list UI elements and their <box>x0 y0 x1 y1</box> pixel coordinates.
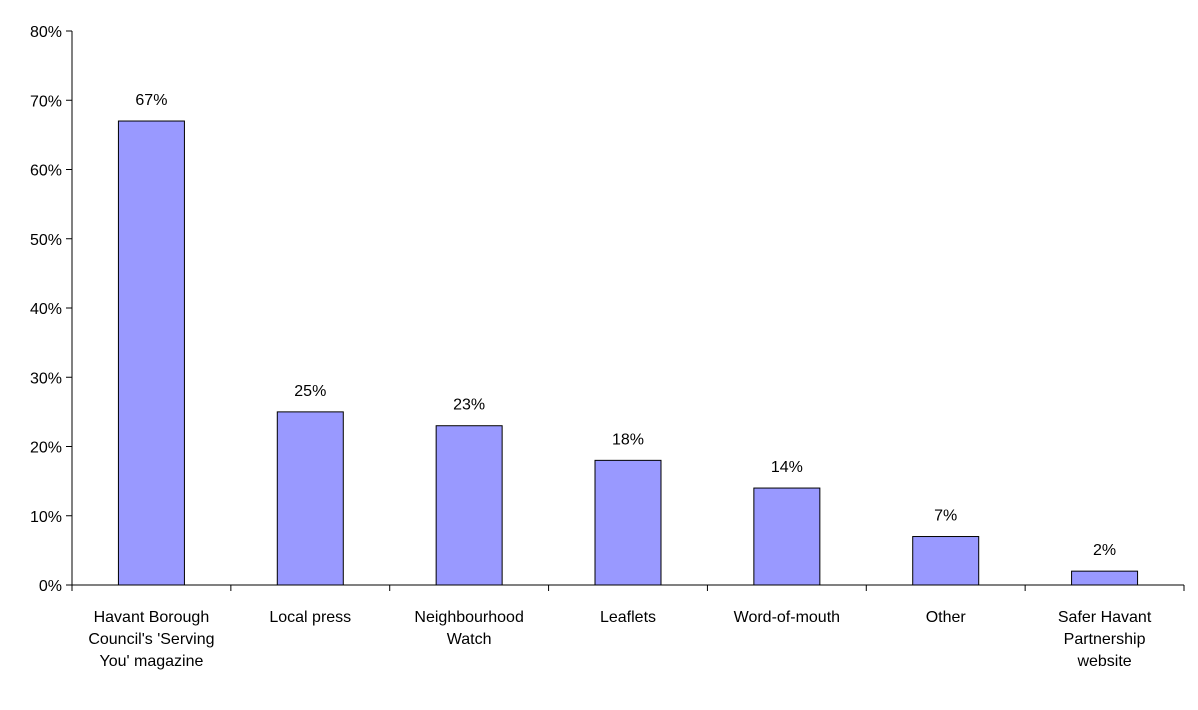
x-tick-label: Leaflets <box>600 609 656 626</box>
x-tick-label: Word-of-mouth <box>734 609 840 626</box>
y-tick-label: 70% <box>30 93 62 110</box>
y-tick-label: 20% <box>30 440 62 457</box>
y-tick-label: 30% <box>30 370 62 387</box>
data-label: 23% <box>453 397 485 414</box>
bar <box>276 411 344 586</box>
bar <box>117 120 185 586</box>
data-label: 67% <box>135 92 167 109</box>
bar <box>912 536 980 586</box>
data-label: 7% <box>934 508 957 525</box>
x-tick-label: Havant Borough Council's 'Serving You' mag… <box>88 609 214 670</box>
data-label: 14% <box>771 459 803 476</box>
y-tick-label: 40% <box>30 301 62 318</box>
x-tick-label: Neighbourhood Watch <box>414 609 523 648</box>
data-label: 18% <box>612 431 644 448</box>
data-label: 25% <box>294 383 326 400</box>
x-tick-label: Other <box>926 609 967 626</box>
bar <box>594 459 662 586</box>
bar <box>435 425 503 586</box>
bar <box>753 487 821 586</box>
y-tick-label: 60% <box>30 163 62 180</box>
y-tick-label: 0% <box>39 578 62 595</box>
x-tick-label: Safer Havant Partnership website <box>1058 609 1152 670</box>
y-tick-label: 10% <box>30 509 62 526</box>
x-tick-label: Local press <box>269 609 351 626</box>
y-tick-label: 80% <box>30 24 62 41</box>
y-tick-label: 50% <box>30 232 62 249</box>
bar <box>1071 570 1139 586</box>
data-label: 2% <box>1093 542 1116 559</box>
